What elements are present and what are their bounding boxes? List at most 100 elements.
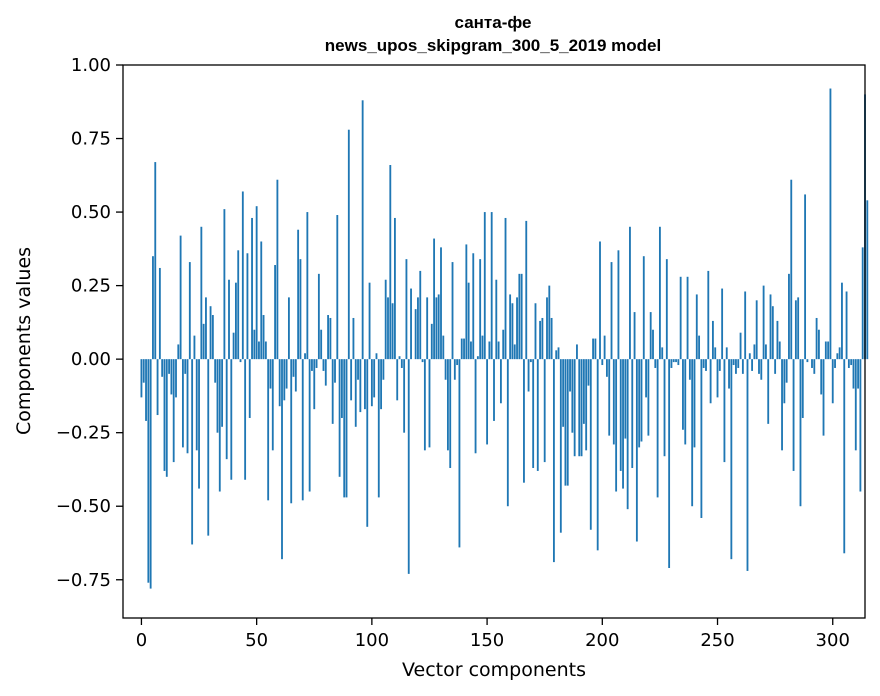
bar [216, 359, 219, 433]
bar [520, 273, 523, 360]
bar [592, 338, 595, 360]
bar [806, 359, 809, 363]
bar [426, 297, 429, 360]
bar [324, 359, 327, 386]
bar [804, 194, 807, 360]
bar [675, 359, 677, 363]
bar [292, 359, 295, 377]
bar [721, 288, 724, 360]
bar [214, 359, 217, 383]
bar [665, 259, 668, 360]
bar [297, 229, 300, 360]
bar [746, 359, 749, 571]
bar [834, 359, 836, 368]
bar [564, 359, 567, 486]
bar [444, 359, 447, 380]
bar [294, 359, 297, 392]
bar [306, 212, 309, 360]
bar [624, 359, 627, 439]
bar [769, 294, 772, 360]
bar [467, 282, 470, 360]
bar [499, 359, 502, 404]
bar [723, 359, 726, 463]
bar [605, 359, 608, 377]
bar [154, 162, 157, 360]
bar [393, 217, 396, 360]
bar [532, 359, 535, 468]
bar [156, 359, 159, 416]
bar [446, 359, 449, 451]
bar [523, 359, 525, 483]
bar [384, 279, 387, 360]
bar [276, 179, 279, 360]
bar [193, 335, 196, 360]
bar [811, 359, 813, 368]
bar [285, 359, 288, 389]
bar [859, 359, 862, 492]
bar [596, 359, 599, 551]
chart-title-line2: news_upos_skipgram_300_5_2019 model [325, 36, 661, 55]
x-tick-label: 0 [136, 630, 147, 651]
bar [686, 276, 689, 360]
bar [237, 250, 240, 360]
bar [730, 359, 733, 560]
y-axis: −0.75 −0.50 −0.25 0.00 0.25 0.50 0.75 1.00 [56, 55, 123, 591]
bar [536, 359, 539, 471]
bar [633, 312, 636, 360]
bar [513, 344, 516, 360]
bar [481, 335, 484, 360]
bar [304, 353, 306, 360]
bar [352, 317, 355, 360]
bar [582, 359, 585, 424]
bar [158, 267, 161, 360]
bar [792, 359, 795, 471]
bar [149, 359, 152, 589]
bar [691, 359, 694, 507]
bar [527, 359, 530, 392]
bar [820, 359, 823, 395]
x-tick-label: 250 [700, 630, 734, 651]
bar [179, 235, 182, 360]
bar [534, 303, 537, 360]
bar [327, 315, 330, 360]
bar [260, 241, 263, 360]
bar [359, 359, 362, 413]
bar [483, 212, 486, 360]
bar [428, 359, 431, 448]
bar [283, 359, 286, 401]
bar [679, 276, 682, 360]
bar [642, 256, 645, 360]
chart-title-line1: санта-фе [455, 13, 532, 32]
bar [456, 359, 459, 366]
bar [559, 359, 562, 533]
bar [278, 359, 281, 407]
bar [751, 359, 754, 371]
bar [647, 359, 650, 436]
bar [610, 262, 613, 360]
bar [301, 359, 304, 501]
bar [603, 335, 606, 360]
bar [548, 285, 551, 360]
bar [619, 359, 622, 471]
bar [269, 359, 272, 389]
bar [728, 359, 730, 389]
y-tick-label: 0.25 [71, 276, 111, 297]
bar [449, 359, 452, 468]
bar [649, 312, 652, 360]
bar [458, 359, 461, 548]
bar [573, 359, 576, 457]
bar [311, 359, 313, 371]
bar [776, 320, 779, 360]
bar [801, 359, 804, 418]
bar [453, 359, 456, 380]
bar [580, 359, 583, 457]
bar [546, 297, 548, 360]
bar [207, 359, 210, 536]
bar [209, 306, 212, 360]
bar [347, 129, 350, 360]
bar [661, 347, 664, 360]
y-tick-label: 1.00 [71, 55, 111, 76]
bar [788, 273, 790, 360]
bar [709, 359, 712, 404]
bar [760, 359, 763, 380]
